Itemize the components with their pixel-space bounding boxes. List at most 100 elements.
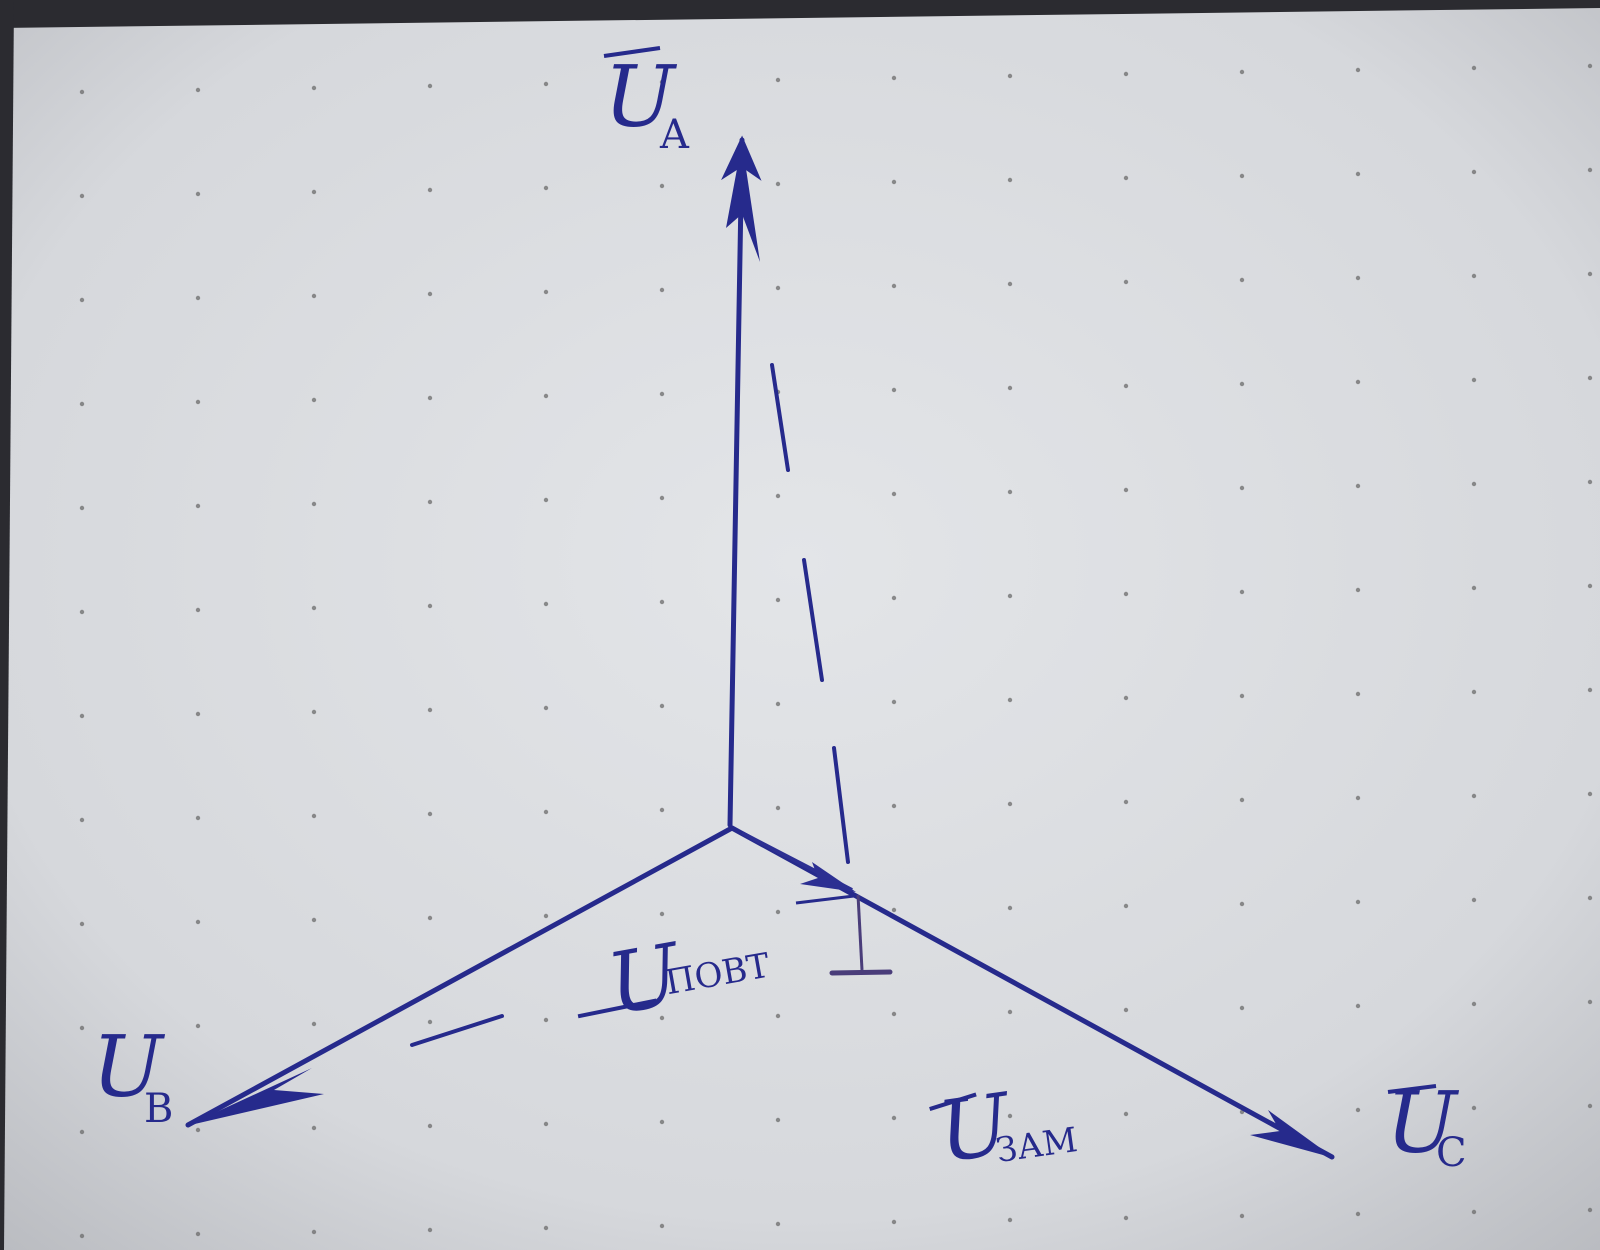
grid-dot <box>1007 73 1013 79</box>
grid-dot <box>1355 379 1361 385</box>
grid-dot <box>1123 175 1129 181</box>
grid-dot <box>891 595 897 601</box>
grid-dot <box>311 1125 317 1131</box>
grid-dot <box>1123 903 1129 909</box>
grid-dot <box>775 805 781 811</box>
grid-dot <box>1355 483 1361 489</box>
background-edge <box>0 0 1600 28</box>
grid-dot <box>195 711 201 717</box>
grid-dot <box>1471 169 1477 175</box>
grid-dot <box>311 501 317 507</box>
grid-dot <box>891 803 897 809</box>
grid-dot <box>311 813 317 819</box>
grid-dot <box>311 605 317 611</box>
grid-dot <box>659 1119 665 1125</box>
grid-dot <box>1471 1001 1477 1007</box>
grid-dot <box>659 703 665 709</box>
grid-dot <box>659 911 665 917</box>
grid-dot <box>1007 489 1013 495</box>
grid-dot <box>1239 1005 1245 1011</box>
grid-dot <box>195 1127 201 1133</box>
grid-dot <box>659 807 665 813</box>
phasor-ub-arrow <box>185 825 735 1128</box>
neutral-stem <box>856 894 864 971</box>
grid-dot <box>1239 589 1245 595</box>
grid-dot <box>427 811 433 817</box>
grid-dot <box>195 607 201 613</box>
grid-dot <box>891 491 897 497</box>
grid-dot <box>659 183 665 189</box>
grid-dot <box>195 1231 201 1237</box>
grid-dot <box>891 1115 897 1121</box>
grid-dot <box>1587 687 1593 693</box>
grid-dot <box>1007 1113 1013 1119</box>
grid-dot <box>775 1221 781 1227</box>
grid-dot <box>891 699 897 705</box>
grid-dot <box>79 1129 85 1135</box>
grid-dot <box>311 189 317 195</box>
grid-dot <box>79 505 85 511</box>
grid-dot <box>195 1023 201 1029</box>
label-ua-sub: A <box>659 112 690 158</box>
grid-dot <box>1471 377 1477 383</box>
grid-dot <box>427 1019 433 1025</box>
grid-dot <box>1239 69 1245 75</box>
grid-dot <box>1471 273 1477 279</box>
grid-dot <box>1587 479 1593 485</box>
grid-dot <box>1471 585 1477 591</box>
grid-dot <box>1123 1215 1129 1221</box>
grid-dot <box>775 285 781 291</box>
background-edge-left <box>0 0 14 1250</box>
grid-dot <box>1239 1213 1245 1219</box>
grid-dot <box>543 185 549 191</box>
grid-dot <box>1123 1111 1129 1117</box>
grid-dot <box>427 1227 433 1233</box>
grid-dot <box>543 1225 549 1231</box>
grid-dot <box>1007 905 1013 911</box>
grid-dot <box>1123 1007 1129 1013</box>
grid-dot <box>1587 583 1593 589</box>
grid-dot <box>79 921 85 927</box>
grid-dot <box>891 283 897 289</box>
grid-dot <box>659 391 665 397</box>
grid-dot <box>659 599 665 605</box>
grid-dot <box>1355 795 1361 801</box>
label-ub-main: U <box>92 1018 166 1116</box>
grid-dot <box>427 291 433 297</box>
grid-dot <box>427 395 433 401</box>
label-ua: U A <box>603 46 690 158</box>
grid-dot <box>1007 1009 1013 1015</box>
label-uc-sub: C <box>1436 1130 1467 1176</box>
grid-dot <box>1355 587 1361 593</box>
grid-dot <box>1239 693 1245 699</box>
grid-dot <box>1587 1207 1593 1213</box>
grid-dot <box>427 603 433 609</box>
grid-dot <box>311 709 317 715</box>
grid-dot <box>79 713 85 719</box>
grid-dot <box>1239 797 1245 803</box>
phasor-ub-arrow-tip <box>186 1068 324 1126</box>
dashed-line-segment-2 <box>802 558 824 682</box>
grid-dot <box>311 397 317 403</box>
grid-dot <box>1123 279 1129 285</box>
grid-dot <box>1355 1003 1361 1009</box>
dashed-line-segment-3 <box>832 746 850 864</box>
grid-dot <box>311 85 317 91</box>
grid-dot <box>1587 1103 1593 1109</box>
grid-dot <box>1471 897 1477 903</box>
grid-dot <box>427 499 433 505</box>
grid-dot <box>1471 689 1477 695</box>
grid-dot <box>1587 63 1593 69</box>
label-ua-overbar <box>603 46 661 58</box>
grid-dot <box>311 1021 317 1027</box>
grid-dot <box>1239 381 1245 387</box>
label-uzam-main: U <box>932 1074 1019 1181</box>
grid-dot <box>1471 65 1477 71</box>
grid-dot <box>1123 591 1129 597</box>
grid-dot <box>79 193 85 199</box>
grid-dot <box>775 493 781 499</box>
grid-dot <box>79 1025 85 1031</box>
grid-dot <box>1123 695 1129 701</box>
grid-dot <box>659 1223 665 1229</box>
